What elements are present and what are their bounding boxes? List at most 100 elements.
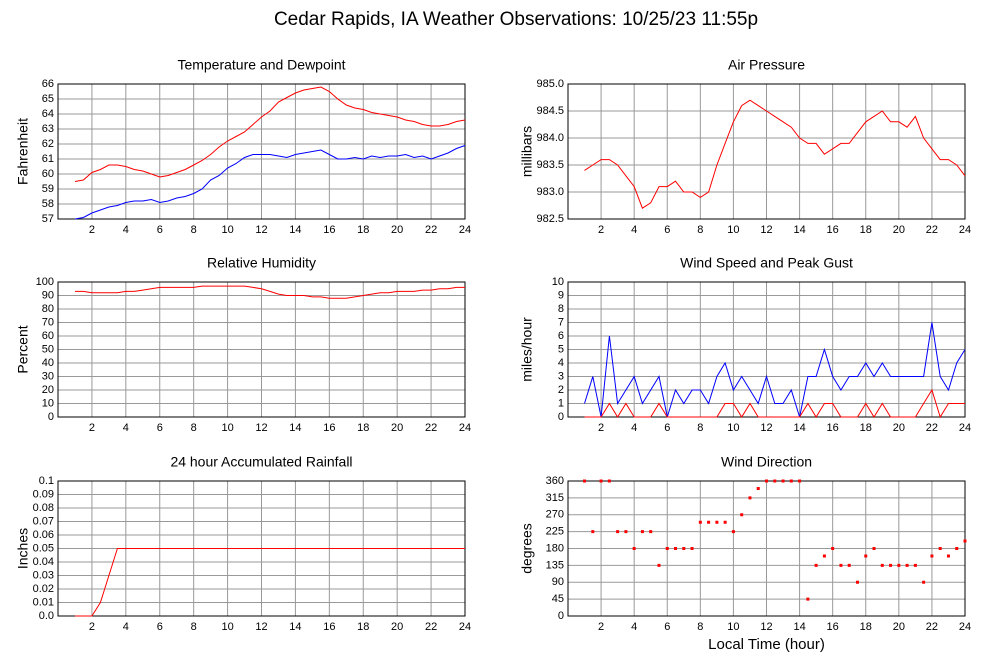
data-point [781,479,785,483]
data-point [889,563,893,567]
y-tick-label: 4 [558,357,564,369]
data-point [765,479,768,483]
y-tick-label: 0.01 [33,596,54,608]
x-tick-label: 8 [191,224,197,236]
y-tick-label: 20 [42,384,54,396]
plot-frame [57,281,466,418]
x-tick-label: 10 [221,422,233,434]
x-tick-label: 18 [357,422,369,434]
y-tick-label: 90 [552,576,564,588]
y-tick-label: 61 [42,153,54,165]
data-point [723,520,727,524]
x-tick-label: 22 [425,621,437,633]
y-tick-label: 984.0 [536,132,564,144]
chart-title: Relative Humidity [207,255,316,271]
x-tick-label: 4 [631,224,637,236]
x-tick-label: 10 [727,422,739,434]
y-tick-label: 60 [42,168,54,180]
data-point [897,563,901,567]
y-tick-label: 2 [558,384,564,396]
y-tick-label: 8 [558,303,564,315]
data-point [922,580,926,584]
data-point [583,479,587,483]
data-point [616,530,620,534]
y-tick-label: 45 [552,593,564,605]
y-tick-label: 135 [546,559,564,571]
chart-title: Wind Direction [721,454,812,470]
y-tick-label: 0 [558,411,564,423]
x-tick-label: 14 [793,621,805,633]
x-tick-label: 2 [598,422,604,434]
y-tick-label: 1 [558,397,564,409]
data-point [880,563,884,567]
y-tick-label: 0.07 [33,515,54,527]
data-point [682,547,686,550]
x-tick-label: 14 [289,621,301,633]
y-tick-label: 0.08 [33,502,54,514]
data-point [607,479,611,483]
y-axis-label: millibars [519,126,535,177]
x-tick-label: 6 [157,422,163,434]
x-tick-label: 4 [123,422,129,434]
data-point [938,547,942,550]
x-tick-label: 24 [459,621,471,633]
chart-title: Wind Speed and Peak Gust [680,255,853,271]
data-point [624,530,628,534]
x-tick-label: 2 [598,224,604,236]
x-tick-label: 6 [664,621,670,633]
x-tick-label: 6 [664,422,670,434]
data-point [930,554,934,558]
data-point [657,563,661,567]
chart-title: Air Pressure [728,57,805,73]
y-tick-label: 0.06 [33,529,54,541]
y-axis-label: Fahrenheit [15,118,31,185]
y-tick-label: 50 [42,343,54,355]
x-tick-label: 20 [391,422,403,434]
x-tick-label: 22 [926,621,938,633]
data-point [649,530,653,534]
data-line [75,548,465,617]
y-tick-label: 62 [42,138,54,150]
y-axis-label: degrees [519,523,535,574]
x-tick-label: 8 [697,621,703,633]
x-tick-label: 18 [860,224,872,236]
x-tick-label: 2 [89,224,95,236]
x-tick-label: 14 [793,422,805,434]
x-tick-label: 24 [959,422,971,434]
y-tick-label: 0 [48,411,54,423]
x-tick-label: 22 [926,422,938,434]
data-point [698,520,702,524]
x-tick-label: 4 [631,621,637,633]
x-tick-label: 10 [727,621,739,633]
x-tick-label: 24 [459,224,471,236]
y-tick-label: 70 [42,316,54,328]
x-tick-label: 20 [391,621,403,633]
data-line [74,145,466,220]
x-tick-label: 8 [697,224,703,236]
data-point [814,563,818,567]
x-tick-label: 2 [89,621,95,633]
x-tick-label: 20 [893,224,905,236]
data-point [599,479,603,483]
y-tick-label: 64 [42,108,54,120]
x-tick-label: 14 [289,224,301,236]
x-tick-label: 6 [157,621,163,633]
x-tick-label: 18 [357,621,369,633]
x-tick-label: 16 [827,621,839,633]
y-tick-label: 59 [42,183,54,195]
y-tick-label: 6 [558,330,564,342]
x-tick-label: 4 [631,422,637,434]
plot-frame [57,83,466,220]
x-tick-label: 20 [893,422,905,434]
data-line [75,285,465,299]
y-tick-label: 10 [42,397,54,409]
x-tick-label: 14 [289,422,301,434]
y-tick-label: 985.0 [536,78,564,90]
data-point [632,547,636,550]
y-tick-label: 9 [558,289,564,301]
x-tick-label: 10 [221,224,233,236]
data-point [773,479,777,483]
y-tick-label: 270 [546,509,564,521]
x-tick-label: 10 [221,621,233,633]
